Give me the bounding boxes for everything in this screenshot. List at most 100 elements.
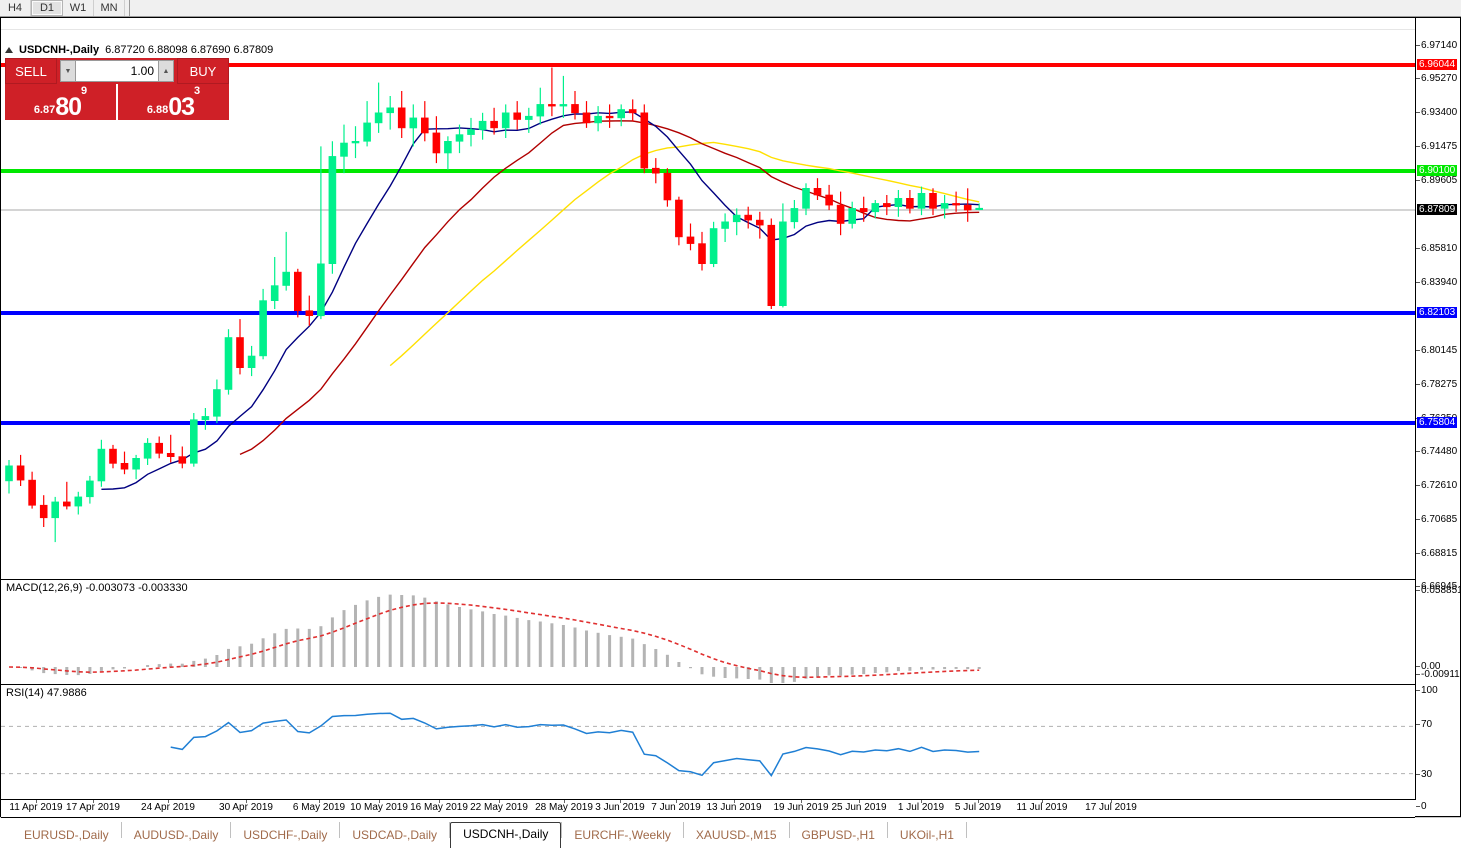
candle [467, 117, 475, 147]
candle [640, 104, 649, 174]
date-label: 17 Apr 2019 [66, 802, 120, 813]
price-level-label[interactable]: 6.82103 [1417, 307, 1458, 318]
candle [420, 101, 429, 142]
volume-stepper[interactable]: ▼ 1.00 ▲ [57, 58, 177, 84]
indicator-tick: 100 [1416, 685, 1438, 696]
tab-divider [339, 822, 341, 838]
tab-divider [449, 822, 451, 838]
candle [5, 460, 13, 494]
collapse-triangle-icon[interactable] [5, 47, 13, 53]
bid-price-box[interactable]: 6.87 80 9 [5, 84, 116, 120]
candle [143, 438, 152, 465]
timeframe-h4[interactable]: H4 [0, 0, 31, 16]
indicator-tick: 0.00 [1416, 661, 1440, 672]
price-tick: 6.70685 [1416, 514, 1457, 525]
rsi-chart [1, 712, 1416, 777]
date-label: 11 Apr 2019 [9, 802, 63, 813]
candle [201, 408, 210, 430]
date-label: 22 May 2019 [470, 802, 528, 813]
price-pane[interactable] [1, 32, 1416, 578]
price-tick: 6.97140 [1416, 40, 1457, 51]
candle [247, 345, 256, 377]
candle [732, 208, 741, 236]
date-label: 10 May 2019 [350, 802, 408, 813]
candle [444, 136, 452, 170]
candle [432, 116, 441, 164]
rsi-pane[interactable]: RSI(14) 47.9886 [1, 684, 1416, 818]
price-level-label[interactable]: 6.87809 [1417, 204, 1458, 215]
candle [779, 203, 787, 308]
tab-divider [788, 822, 790, 838]
candle [963, 188, 972, 222]
price-level-label[interactable]: 6.96044 [1417, 59, 1458, 70]
symbol-name: USDCNH-,Daily [19, 44, 100, 56]
candle [178, 446, 187, 469]
indicator-tick: 0.058851 [1416, 585, 1461, 596]
chart-tab[interactable]: USDCHF-,Daily [243, 828, 328, 842]
chart-window[interactable]: USDCNH-,Daily 6.87720 6.88098 6.87690 6.… [0, 17, 1461, 818]
symbol-ohlc-values: 6.87720 6.88098 6.87690 6.87809 [105, 44, 274, 56]
chart-tab-active[interactable]: USDCNH-,Daily [450, 822, 562, 848]
date-label: 3 Jun 2019 [595, 802, 645, 813]
bid-price-integer: 6.87 [33, 104, 56, 116]
date-tick [859, 800, 860, 803]
timeframe-d1[interactable]: D1 [31, 0, 63, 16]
price-level-label[interactable]: 6.90100 [1417, 165, 1458, 176]
chart-tab[interactable]: GBPUSD-,H1 [801, 828, 875, 842]
tab-divider [120, 822, 122, 838]
timeframe-w1[interactable]: W1 [63, 0, 94, 16]
candle [651, 158, 660, 184]
price-scale[interactable]: 6.97140 6.95270 6.93400 6.91475 6.89605 6.858… [1415, 18, 1461, 816]
timeframe-toolbar: H4 D1 W1 MN [0, 0, 1461, 17]
candle [675, 196, 683, 246]
indicator-tick: 30 [1416, 769, 1432, 780]
date-tick [1111, 800, 1112, 803]
candle [906, 190, 914, 214]
candle [813, 178, 822, 200]
ask-price-box[interactable]: 6.88 03 3 [118, 84, 229, 120]
candle [328, 141, 337, 274]
candle [940, 195, 949, 219]
buy-button[interactable]: BUY [177, 58, 229, 84]
date-tick [978, 800, 979, 803]
chart-tab[interactable]: XAUUSD-,M15 [695, 828, 777, 842]
candle [259, 288, 267, 360]
chart-tab[interactable]: EURUSD-,Daily [24, 828, 109, 842]
bid-price-fraction: 9 [81, 85, 88, 97]
volume-input[interactable]: 1.00 [76, 60, 158, 82]
date-tick [620, 800, 621, 803]
one-click-trading-panel[interactable]: SELL ▼ 1.00 ▲ BUY 6.87 80 9 6.88 03 3 [5, 58, 229, 120]
date-label: 13 Jun 2019 [706, 802, 762, 813]
candle [513, 101, 522, 130]
price-tick: 6.89605 [1416, 175, 1457, 186]
candle [351, 126, 360, 159]
macd-pane[interactable]: MACD(12,26,9) -0.003073 -0.003330 [1, 579, 1415, 684]
sell-button[interactable]: SELL [5, 58, 57, 84]
candle [848, 201, 857, 229]
price-tick: 6.72610 [1416, 480, 1457, 491]
volume-decrement-icon[interactable]: ▼ [60, 60, 76, 82]
price-tick: 6.91475 [1416, 141, 1457, 152]
chart-tab[interactable]: UKOil-,H1 [899, 828, 954, 842]
chart-tab[interactable]: USDCAD-,Daily [352, 828, 438, 842]
price-tick: 6.95270 [1416, 73, 1457, 84]
timeframe-mn[interactable]: MN [94, 0, 125, 16]
price-tick: 6.83940 [1416, 277, 1457, 288]
candle [97, 439, 106, 487]
candle [709, 221, 718, 268]
candle [16, 454, 25, 486]
tab-divider [965, 822, 967, 838]
rsi-line [170, 712, 980, 777]
chart-tab[interactable]: AUDUSD-,Daily [133, 828, 219, 842]
indicator-tick: 70 [1416, 719, 1432, 730]
chart-tab[interactable]: EURCHF-,Weekly [574, 828, 671, 842]
candle [836, 191, 845, 236]
date-label: 25 Jun 2019 [831, 802, 887, 813]
price-level-label[interactable]: 6.75804 [1417, 417, 1458, 428]
volume-increment-icon[interactable]: ▲ [158, 60, 174, 82]
chart-top-scroll-strip[interactable] [1, 18, 1416, 32]
candle [397, 91, 406, 138]
candle [536, 87, 545, 125]
price-tick: 6.80145 [1416, 345, 1457, 356]
candle [605, 104, 614, 128]
